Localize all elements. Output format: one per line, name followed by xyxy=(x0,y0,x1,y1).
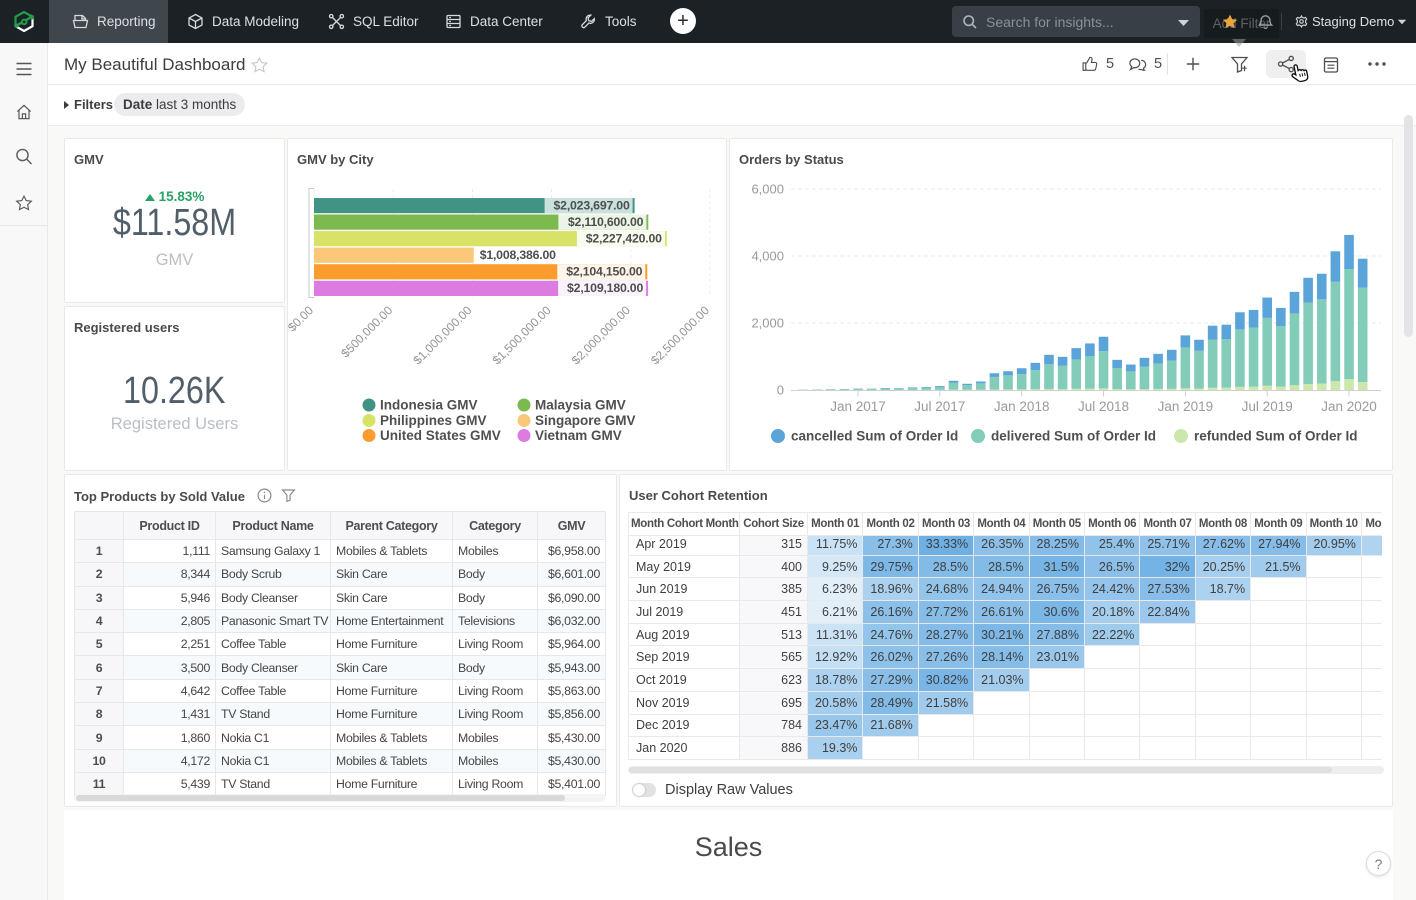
svg-text:Jul 2019: Jul 2019 xyxy=(1242,399,1293,414)
svg-text:$2,227,420.00: $2,227,420.00 xyxy=(586,232,662,246)
svg-text:Singapore GMV: Singapore GMV xyxy=(535,413,636,428)
svg-text:Jan 2020: Jan 2020 xyxy=(1321,399,1377,414)
svg-text:$1,008,386.00: $1,008,386.00 xyxy=(480,248,556,262)
svg-text:$2,109,180.00: $2,109,180.00 xyxy=(567,281,643,295)
svg-text:$2,104,150.00: $2,104,150.00 xyxy=(566,265,642,279)
svg-text:$0.00: $0.00 xyxy=(288,303,316,334)
svg-text:$2,023,697.00: $2,023,697.00 xyxy=(554,199,630,213)
svg-text:4,000: 4,000 xyxy=(751,249,784,264)
svg-text:Jan 2019: Jan 2019 xyxy=(1158,399,1214,414)
svg-text:United States GMV: United States GMV xyxy=(380,428,501,443)
svg-text:Vietnam GMV: Vietnam GMV xyxy=(535,428,622,443)
svg-text:Jan 2017: Jan 2017 xyxy=(830,399,886,414)
svg-text:$2,000,000.00: $2,000,000.00 xyxy=(569,303,633,367)
svg-text:Philippines GMV: Philippines GMV xyxy=(380,413,487,428)
svg-text:Jul 2018: Jul 2018 xyxy=(1078,399,1129,414)
svg-text:Jan 2018: Jan 2018 xyxy=(994,399,1050,414)
svg-text:cancelled Sum of Order Id: cancelled Sum of Order Id xyxy=(791,429,958,444)
svg-text:2,000: 2,000 xyxy=(751,316,784,331)
svg-text:refunded Sum of Order Id: refunded Sum of Order Id xyxy=(1194,429,1358,444)
svg-text:6,000: 6,000 xyxy=(751,182,784,197)
svg-text:Jul 2017: Jul 2017 xyxy=(914,399,965,414)
svg-text:$1,500,000.00: $1,500,000.00 xyxy=(490,303,554,367)
svg-text:$1,000,000.00: $1,000,000.00 xyxy=(410,303,474,367)
svg-text:$2,110,600.00: $2,110,600.00 xyxy=(568,215,644,229)
svg-text:0: 0 xyxy=(777,383,784,398)
svg-text:Indonesia GMV: Indonesia GMV xyxy=(380,398,478,413)
svg-text:Malaysia GMV: Malaysia GMV xyxy=(535,398,626,413)
svg-text:$2,500,000.00: $2,500,000.00 xyxy=(648,303,712,367)
svg-text:$500,000.00: $500,000.00 xyxy=(338,303,395,360)
svg-text:delivered Sum of Order Id: delivered Sum of Order Id xyxy=(991,429,1156,444)
